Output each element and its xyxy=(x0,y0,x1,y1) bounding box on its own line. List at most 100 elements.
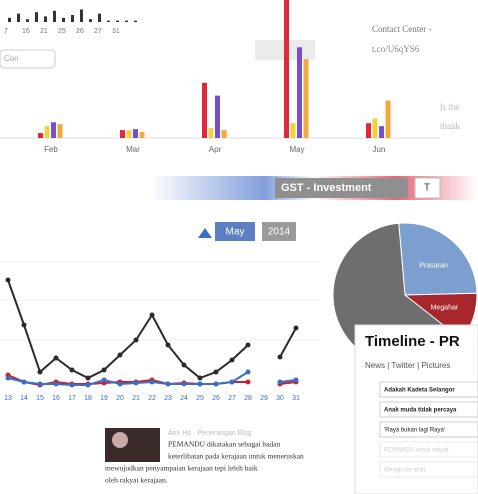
line-point xyxy=(182,363,187,368)
line-point xyxy=(182,382,187,387)
mini-bar xyxy=(53,11,56,22)
mini-bar xyxy=(62,18,65,22)
bar xyxy=(379,126,384,138)
line-point xyxy=(278,380,283,385)
mini-bar xyxy=(107,21,110,22)
x-tick-label: 31 xyxy=(292,395,300,402)
contact-line: thank xyxy=(440,121,460,131)
post-image xyxy=(105,428,160,462)
x-tick-label: 18 xyxy=(84,395,92,402)
search-placeholder: Cari xyxy=(4,54,19,63)
mini-x-label: 31 xyxy=(112,28,120,35)
timeline-item-text: Menuju ke arah xyxy=(384,468,425,474)
line-point xyxy=(102,368,107,373)
line-point xyxy=(22,380,27,385)
post-line: keterlibatan pada kerajaan untuk menerus… xyxy=(168,452,304,461)
contact-line: Contact Center - xyxy=(372,24,431,34)
x-tick-label: 27 xyxy=(228,395,236,402)
line-point xyxy=(166,382,171,387)
x-tick-label: 13 xyxy=(4,395,12,402)
line-point xyxy=(150,313,155,318)
line-point xyxy=(214,370,219,375)
x-tick-label: Feb xyxy=(44,145,58,154)
mini-bar xyxy=(17,14,20,22)
mini-bar xyxy=(134,21,137,22)
timeline-item-text: Anak muda tidak percaya xyxy=(384,408,457,414)
line-point xyxy=(278,355,283,360)
x-tick-label: 29 xyxy=(260,395,268,402)
line-point xyxy=(230,380,235,385)
line-point xyxy=(70,368,75,373)
mini-bar xyxy=(125,21,128,22)
bar xyxy=(304,59,309,138)
bar xyxy=(120,130,125,138)
line-point xyxy=(22,323,27,328)
bar xyxy=(284,0,289,138)
timeline-item-text: PEMANDU untuk rakyat xyxy=(384,448,449,454)
line-point xyxy=(54,356,59,361)
bar xyxy=(222,130,227,138)
x-tick-label: 16 xyxy=(52,395,60,402)
x-tick-label: 19 xyxy=(100,395,108,402)
line-point xyxy=(118,353,123,358)
line-point xyxy=(198,382,203,387)
mini-x-label: 16 xyxy=(22,28,30,35)
month-label: May xyxy=(226,227,245,238)
x-tick-label: 21 xyxy=(132,395,140,402)
mini-x-label: 27 xyxy=(94,28,102,35)
post-line: PEMANDU dikatakan sebagai badan xyxy=(168,440,281,449)
x-tick-label: 25 xyxy=(196,395,204,402)
x-tick-label: 22 xyxy=(148,395,156,402)
line-point xyxy=(166,343,171,348)
bar xyxy=(209,128,214,138)
bar xyxy=(58,124,63,138)
mini-x-label: 21 xyxy=(40,28,48,35)
pie-label: Megahar xyxy=(431,304,459,311)
x-tick-label: 30 xyxy=(276,395,284,402)
post-line: oleh rakyat kerajaan. xyxy=(105,476,168,485)
x-tick-label: Apr xyxy=(209,145,222,154)
line-point xyxy=(38,370,43,375)
bar xyxy=(51,122,56,138)
line-point xyxy=(6,376,11,381)
bar xyxy=(373,118,378,138)
post-line: mewujudkan penyampaian kerajaan tepi leb… xyxy=(105,464,258,473)
bar xyxy=(291,123,296,138)
year-label: 2014 xyxy=(268,227,291,238)
bar xyxy=(297,47,302,138)
nav-arrow[interactable] xyxy=(198,228,212,238)
mini-x-label: 25 xyxy=(58,28,66,35)
mini-bar xyxy=(35,12,38,22)
bar xyxy=(127,130,132,138)
line-point xyxy=(134,381,139,386)
line-point xyxy=(294,378,299,383)
x-tick-label: 20 xyxy=(116,395,124,402)
line-point xyxy=(246,370,251,375)
mini-bar xyxy=(116,21,119,22)
timeline-item-text: 'Raya bukan lagi Raya' xyxy=(384,428,445,434)
timeline-tabs[interactable]: News | Twitter | Pictures xyxy=(365,361,450,370)
banner-button-label: T xyxy=(424,183,430,194)
line-point xyxy=(6,278,11,283)
x-tick-label: 24 xyxy=(180,395,188,402)
x-tick-label: 17 xyxy=(68,395,76,402)
line-point xyxy=(70,383,75,388)
collage: Cari Contact Center - t.co/U6qYS6 ls the… xyxy=(0,0,478,494)
bar xyxy=(386,101,391,138)
mini-x-label: 7 xyxy=(4,28,8,35)
mini-bar xyxy=(80,9,83,22)
line-point xyxy=(294,326,299,331)
bar xyxy=(202,83,207,138)
line-point xyxy=(134,338,139,343)
x-tick-label: Jun xyxy=(373,145,386,154)
x-tick-label: 14 xyxy=(20,395,28,402)
post-image-face xyxy=(112,432,128,448)
post-header: Ann Ho · Penerangan Blog xyxy=(168,430,252,437)
bar xyxy=(45,126,50,138)
line-point xyxy=(86,383,91,388)
pie-label: Prasaran xyxy=(419,262,448,269)
line-point xyxy=(38,382,43,387)
x-tick-label: 15 xyxy=(36,395,44,402)
x-tick-label: May xyxy=(289,145,304,154)
contact-line: t.co/U6qYS6 xyxy=(372,44,420,54)
